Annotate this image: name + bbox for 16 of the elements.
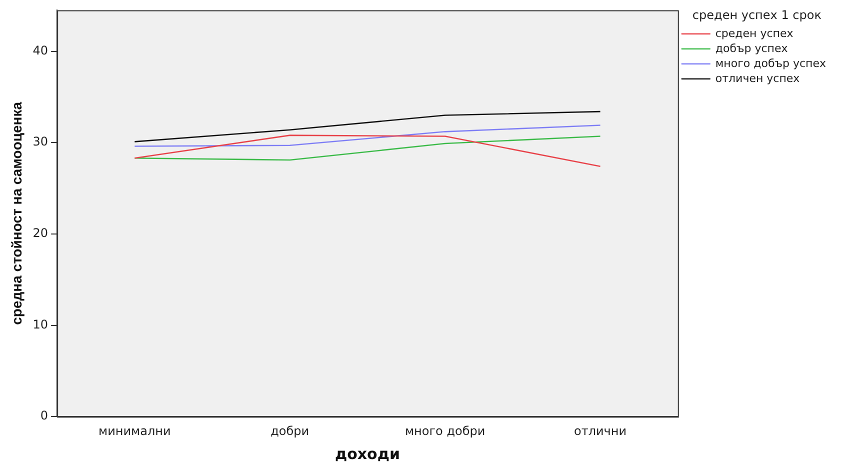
x-axis-title: доходи [334,444,400,463]
x-tick-label: добри [270,424,310,438]
y-tick-label: 20 [32,226,48,240]
legend-label: среден успех [715,26,794,40]
x-tick-label: минимални [98,424,171,438]
x-tick-label: отлични [574,424,627,438]
y-tick-label: 10 [32,317,48,332]
legend-label: много добър успех [715,56,826,70]
y-tick-label: 40 [32,43,48,58]
x-tick-label: много добри [404,424,486,438]
y-axis-title: средна стойност на самооценка [8,102,24,325]
y-tick-label: 30 [32,134,48,149]
legend-title: среден успех 1 срок [692,8,822,22]
legend-label: отличен успех [715,72,800,85]
legend-label: добър успех [715,42,788,55]
y-tick-label: 0 [40,408,48,423]
